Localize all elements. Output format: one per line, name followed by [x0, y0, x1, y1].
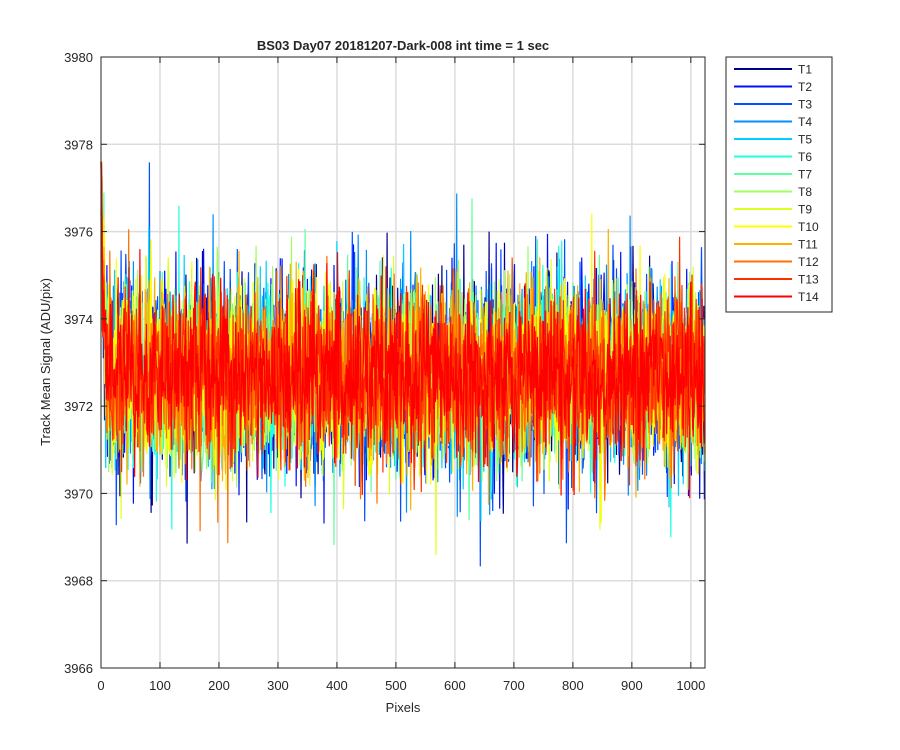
- ticks: 0 100 200 300 400 500 600 700 800 900 1000 3966 3968…: [64, 50, 705, 693]
- x-tick-label: 600: [444, 678, 466, 693]
- x-tick-label: 500: [385, 678, 407, 693]
- legend-label: T2: [798, 80, 812, 94]
- x-axis-label: Pixels: [386, 700, 421, 715]
- x-tick-label: 200: [208, 678, 230, 693]
- legend: T1 T2 T3 T4 T5 T6 T7 T8 T9 T10 T11 T12 T13 T14: [725, 56, 833, 313]
- legend-label: T3: [798, 98, 812, 112]
- legend-label: T9: [798, 203, 812, 217]
- legend-label: T1: [798, 63, 812, 77]
- x-tick-label: 700: [503, 678, 525, 693]
- axes-box: [100, 56, 706, 669]
- x-tick-label: 800: [562, 678, 584, 693]
- x-tick-label: 0: [97, 678, 104, 693]
- y-tick-label: 3976: [64, 225, 93, 240]
- axes: 0 100 200 300 400 500 600 700 800 900 1000 3966 3968…: [64, 50, 706, 693]
- x-tick-label: 900: [621, 678, 643, 693]
- series-lines: [100, 161, 705, 567]
- x-tick-label: 100: [149, 678, 171, 693]
- y-tick-label: 3970: [64, 486, 93, 501]
- y-tick-label: 3966: [64, 661, 93, 676]
- y-tick-label: 3972: [64, 399, 93, 414]
- legend-label: T8: [798, 185, 812, 199]
- y-axis-label: Track Mean Signal (ADU/pix): [38, 278, 53, 446]
- x-tick-label: 300: [267, 678, 289, 693]
- y-tick-label: 3974: [64, 312, 93, 327]
- series-line-t14: [100, 161, 705, 499]
- y-tick-label: 3980: [64, 50, 93, 65]
- legend-label: T6: [798, 150, 812, 164]
- legend-label: T12: [798, 255, 819, 269]
- legend-label: T10: [798, 220, 819, 234]
- chart-title: BS03 Day07 20181207-Dark-008 int time = …: [257, 38, 549, 53]
- x-tick-label: 400: [326, 678, 348, 693]
- legend-label: T14: [798, 290, 819, 304]
- x-tick-label: 1000: [676, 678, 705, 693]
- legend-label: T4: [798, 115, 812, 129]
- legend-label: T5: [798, 133, 812, 147]
- legend-label: T11: [798, 238, 818, 252]
- legend-label: T7: [798, 168, 812, 182]
- y-tick-label: 3968: [64, 574, 93, 589]
- y-tick-label: 3978: [64, 137, 93, 152]
- legend-box: [725, 56, 833, 313]
- series-line-t13: [100, 161, 705, 493]
- legend-label: T13: [798, 273, 819, 287]
